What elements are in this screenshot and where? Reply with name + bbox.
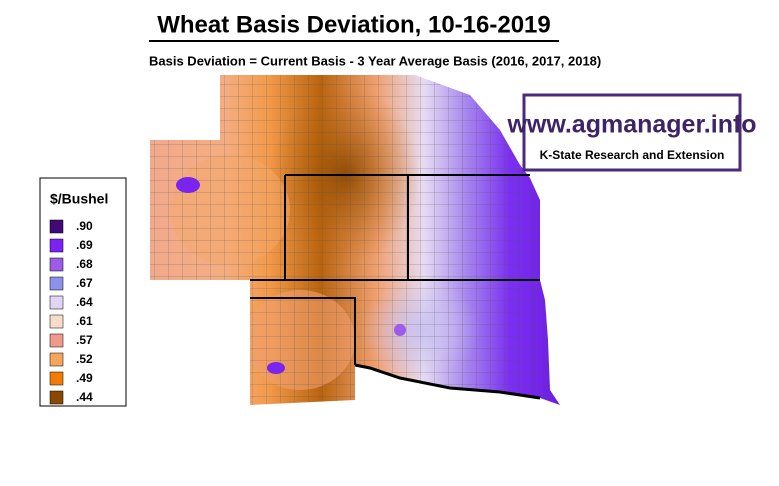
legend-label: .61 <box>76 314 93 328</box>
legend-swatch <box>49 276 64 291</box>
logo-url: www.agmanager.info <box>506 111 756 139</box>
logo-box <box>522 93 742 172</box>
legend-swatch <box>49 333 64 348</box>
legend-swatch <box>49 352 64 367</box>
legend-swatch <box>49 371 64 386</box>
legend-swatch <box>49 390 64 405</box>
legend-label: .69 <box>76 238 93 252</box>
legend-swatch <box>49 295 64 310</box>
legend-box <box>39 177 127 407</box>
legend-label: .57 <box>76 333 93 347</box>
legend-label: .49 <box>76 371 93 385</box>
legend-label: .44 <box>76 390 93 404</box>
legend-label: .68 <box>76 257 93 271</box>
legend-items: .90 .69 .68 .67 .64 .61 .57 .52 .49 .44 <box>49 219 93 405</box>
legend-label: .52 <box>76 352 93 366</box>
subtitle: Basis Deviation = Current Basis - 3 Year… <box>149 53 601 68</box>
legend-swatch <box>49 238 64 253</box>
legend-label: .64 <box>76 295 93 309</box>
legend-title: $/Bushel <box>50 191 108 207</box>
title: Wheat Basis Deviation, 10-16-2019 <box>157 11 551 38</box>
state-borders <box>250 174 541 400</box>
legend-label: .90 <box>76 219 93 233</box>
legend-swatch <box>49 314 64 329</box>
legend-label: .67 <box>76 276 93 290</box>
logo-org: K-State Research and Extension <box>540 148 725 162</box>
legend-swatch <box>49 257 64 272</box>
legend-swatch <box>49 219 64 234</box>
